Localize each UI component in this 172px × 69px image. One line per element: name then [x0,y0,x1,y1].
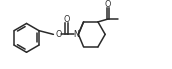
Text: O: O [105,0,111,9]
Text: O: O [55,30,61,39]
Text: N: N [73,30,79,39]
Text: O: O [63,15,70,24]
